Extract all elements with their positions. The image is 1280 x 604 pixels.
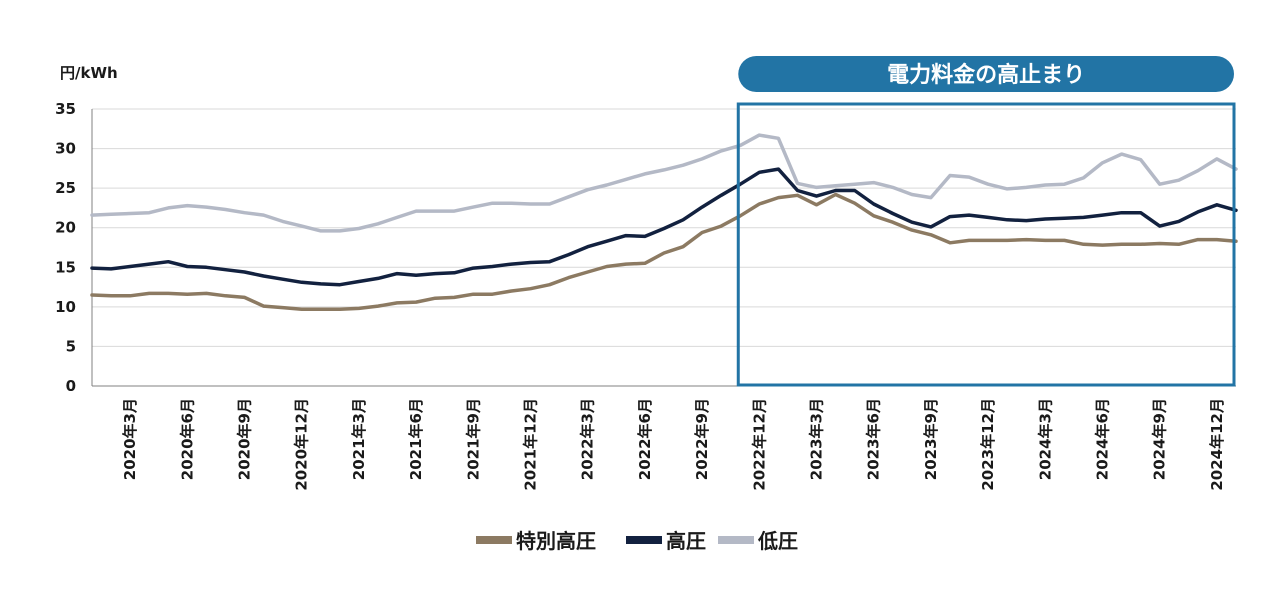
x-tick-label: 2021年6月 xyxy=(407,398,425,480)
x-tick-label: 2024年12月 xyxy=(1208,398,1226,491)
x-tick-label: 2020年6月 xyxy=(178,398,196,480)
x-tick-label: 2023年3月 xyxy=(808,398,826,480)
x-tick-label: 2021年3月 xyxy=(350,398,368,480)
x-tick-label: 2022年6月 xyxy=(636,398,654,480)
series-line-3 xyxy=(90,133,1238,233)
highlight-box xyxy=(736,102,1236,387)
legend-label-2: 高圧 xyxy=(666,529,706,553)
x-tick-label: 2024年3月 xyxy=(1036,398,1054,480)
series-line-1 xyxy=(90,192,1238,311)
y-tick-label: 5 xyxy=(66,337,76,355)
y-axis-ticks: 0 5 10 15 20 25 30 35 xyxy=(55,100,76,395)
x-tick-label: 2020年9月 xyxy=(236,398,254,480)
x-tick-label: 2022年9月 xyxy=(693,398,711,480)
x-tick-label: 2020年12月 xyxy=(293,398,311,491)
y-tick-label: 10 xyxy=(55,298,76,316)
y-tick-label: 30 xyxy=(55,140,76,158)
series-lines xyxy=(90,133,1238,311)
gridlines xyxy=(91,108,1236,387)
x-tick-label: 2022年3月 xyxy=(579,398,597,480)
y-tick-label: 15 xyxy=(55,258,76,276)
x-tick-label: 2021年12月 xyxy=(522,398,540,491)
y-axis-unit: 円/kWh xyxy=(60,64,118,82)
x-tick-label: 2022年12月 xyxy=(750,398,768,491)
highlight-banner-label: 電力料金の高止まり xyxy=(887,62,1085,88)
legend: 特別高圧 高圧 低圧 xyxy=(476,529,798,553)
x-tick-label: 2021年9月 xyxy=(464,398,482,480)
highlight-banner xyxy=(738,56,1234,92)
x-tick-label: 2023年6月 xyxy=(865,398,883,480)
y-tick-label: 25 xyxy=(55,179,76,197)
legend-swatch-2 xyxy=(626,536,662,544)
legend-label-3: 低圧 xyxy=(757,529,798,553)
x-tick-label: 2023年12月 xyxy=(979,398,997,491)
series-line-2 xyxy=(90,167,1238,287)
x-tick-label: 2024年9月 xyxy=(1151,398,1169,480)
x-tick-label: 2020年3月 xyxy=(121,398,139,480)
y-tick-label: 35 xyxy=(55,100,76,118)
legend-swatch-1 xyxy=(476,536,512,544)
legend-swatch-3 xyxy=(718,536,754,544)
x-axis-ticks: 2020年3月 2020年6月 2020年9月 2020年12月 2021年3月 2021… xyxy=(121,398,1226,491)
x-tick-label: 2023年9月 xyxy=(922,398,940,480)
x-tick-label: 2024年6月 xyxy=(1094,398,1112,480)
y-tick-label: 0 xyxy=(66,377,76,395)
legend-label-1: 特別高圧 xyxy=(516,529,596,553)
y-tick-label: 20 xyxy=(55,219,76,237)
